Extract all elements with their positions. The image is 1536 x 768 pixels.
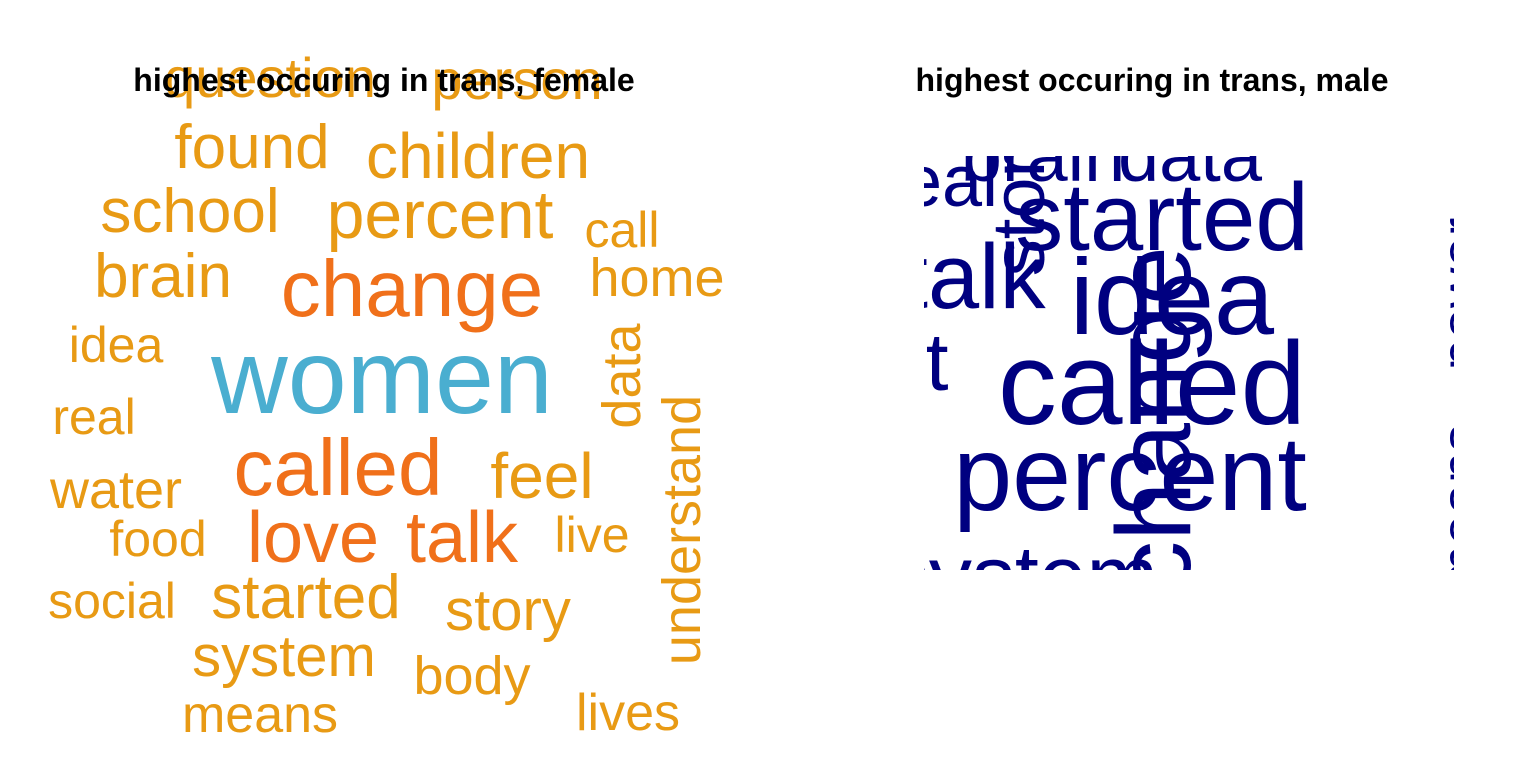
female-word-food: food (109, 511, 206, 567)
female-word-called: called (233, 423, 442, 512)
male-word-talk: talk (902, 226, 1046, 328)
female-word-percent: percent (327, 177, 554, 253)
female-word-data: data (592, 322, 652, 428)
male-word-power: power (1429, 218, 1492, 371)
female-word-question: question (164, 46, 376, 109)
chart-title-male: highest occuring in trans, male (915, 62, 1389, 98)
male-word-system: system (886, 529, 1158, 625)
chart-title-female: highest occuring in trans, female (133, 62, 635, 98)
female-word-school: school (100, 177, 279, 246)
female-word-water: water (49, 460, 182, 520)
female-word-started: started (211, 563, 401, 632)
female-word-women: women (210, 318, 553, 436)
male-word-brain: brain (961, 114, 1126, 197)
female-word-feel: feel (490, 440, 593, 512)
female-word-understand: understand (652, 395, 712, 665)
female-word-body: body (413, 646, 530, 706)
male-word-it: it (908, 317, 949, 408)
female-word-story: story (445, 578, 571, 643)
female-word-talk: talk (406, 498, 519, 578)
male-word-data: data (1118, 114, 1263, 197)
female-word-found: found (174, 113, 329, 182)
female-word-children: children (366, 120, 590, 192)
female-word-real: real (52, 389, 135, 445)
female-word-brain: brain (94, 242, 232, 311)
female-word-love: love (247, 498, 379, 578)
wordcloud-panel-male: highest occuring in trans, male called pe… (768, 0, 1536, 768)
female-word-social: social (48, 573, 176, 629)
male-word-started: started (1015, 164, 1308, 271)
male-word-percent: percent (953, 415, 1307, 533)
male-word-called: called (998, 318, 1306, 450)
female-word-lives: lives (576, 684, 680, 742)
female-word-person: person (431, 48, 602, 111)
female-word-change: change (281, 244, 543, 333)
male-word-change: change (1095, 246, 1213, 594)
male-word-idea: idea (1070, 236, 1275, 357)
female-word-idea: idea (69, 317, 164, 373)
female-word-call: call (584, 202, 659, 258)
wordcloud-panel-female: highest occuring in trans, female women c… (48, 46, 724, 744)
male-word-story: story (977, 116, 1060, 276)
male-word-means: means (1429, 424, 1492, 592)
female-word-means: means (182, 686, 338, 744)
female-word-system: system (192, 624, 376, 689)
female-word-home: home (589, 248, 724, 308)
female-word-live: live (554, 507, 629, 563)
male-word-real: real (878, 142, 998, 222)
